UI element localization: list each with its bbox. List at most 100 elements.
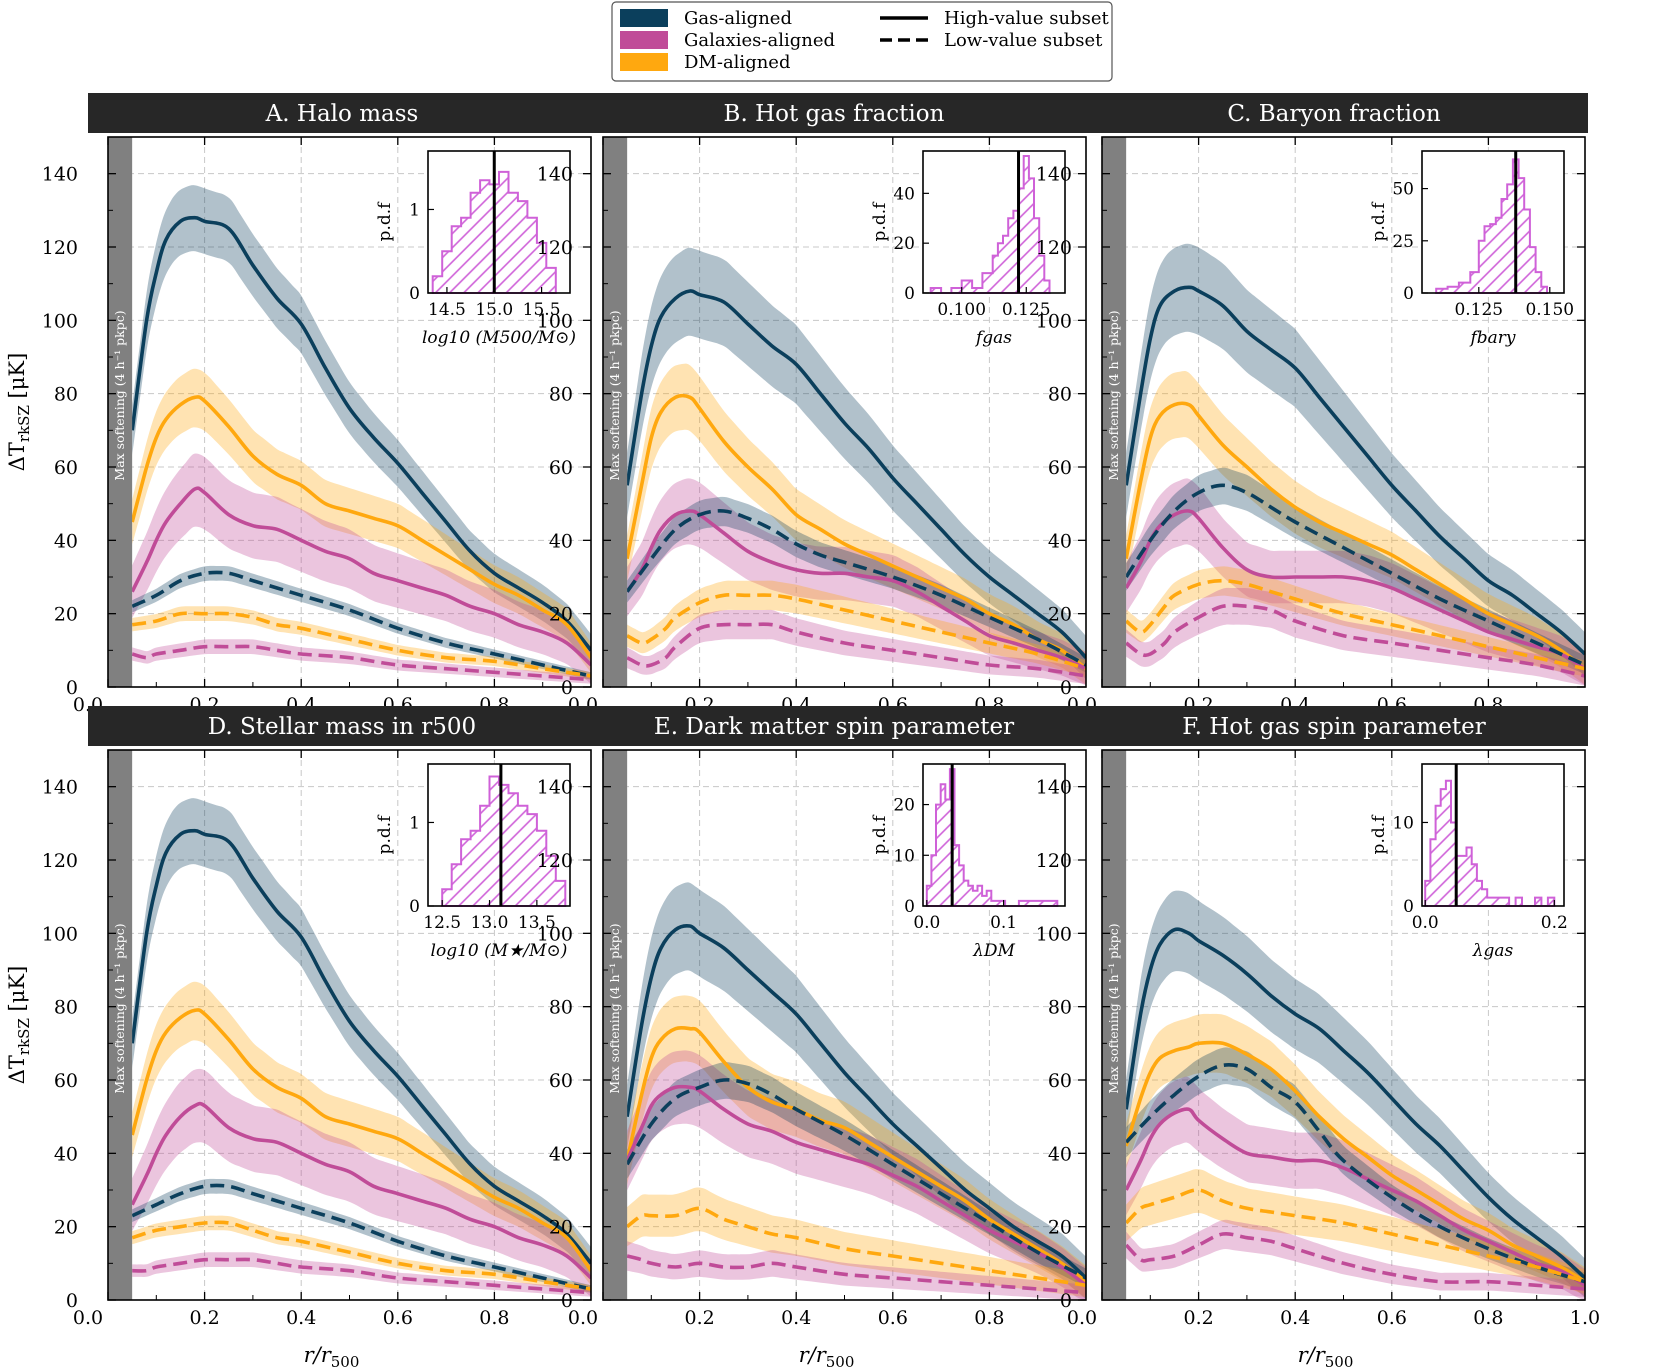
series-line bbox=[625, 509, 1086, 671]
y-tick-label: 0 bbox=[66, 677, 78, 699]
inset-y-label: p.d.f bbox=[870, 201, 890, 242]
series-line bbox=[130, 215, 591, 652]
x-tick-label: 0.2 bbox=[684, 1307, 714, 1329]
x-axis-label: r/r500 bbox=[1298, 1343, 1354, 1371]
y-tick-label: 120 bbox=[1036, 850, 1072, 872]
y-tick-label: 140 bbox=[537, 777, 573, 799]
y-tick-label: 80 bbox=[549, 997, 573, 1019]
x-axis-label-sub: 500 bbox=[1325, 1353, 1354, 1371]
series-line bbox=[1124, 285, 1585, 656]
y-tick-label: 120 bbox=[537, 237, 573, 259]
inset-x-tick-label: 0.125 bbox=[1454, 300, 1503, 320]
inset-histogram: 14.5 15.0 15.5 0 1 p.d.f log10 (M500/M⊙) bbox=[375, 150, 576, 348]
x-tick-label: 0.0 bbox=[568, 1307, 598, 1329]
series-line bbox=[1124, 1063, 1585, 1284]
plot-area bbox=[130, 185, 591, 684]
series-line bbox=[626, 622, 1086, 678]
series-line bbox=[130, 486, 591, 667]
x-tick-label: 0.2 bbox=[1183, 1307, 1213, 1329]
series-line bbox=[131, 1183, 591, 1291]
y-tick-label: 100 bbox=[42, 310, 78, 332]
y-axis-label-main: ΔT bbox=[5, 442, 29, 471]
grid bbox=[603, 137, 1086, 687]
series-line bbox=[1125, 603, 1585, 678]
inset-x-label: fbary bbox=[1468, 328, 1515, 348]
panel-C: C. Baryon fraction Max softening (4 h⁻¹ p… bbox=[1036, 93, 1588, 716]
inset-x-tick-label: 15.5 bbox=[523, 300, 561, 320]
inset-bars bbox=[441, 775, 567, 907]
series-line bbox=[625, 924, 1086, 1280]
y-tick-label: 100 bbox=[537, 923, 573, 945]
panel-F: F. Hot gas spin parameter Max softening (… bbox=[1036, 706, 1600, 1371]
legend-label-high: High-value subset bbox=[944, 8, 1110, 29]
panel-A: A. Halo mass Max softening (4 h⁻¹ pkpc) 0 2… bbox=[5, 93, 596, 716]
inset-y-tick-label: 40 bbox=[893, 184, 915, 204]
plot-area bbox=[625, 882, 1086, 1300]
y-tick-label: 60 bbox=[1048, 1070, 1072, 1092]
legend-swatch-galaxies bbox=[620, 31, 668, 49]
series-line bbox=[625, 289, 1086, 659]
series-line bbox=[1124, 1188, 1585, 1284]
series-band bbox=[627, 609, 1086, 684]
inset-x-tick-label: 0.100 bbox=[937, 300, 986, 320]
y-tick-label: 80 bbox=[1048, 384, 1072, 406]
series-line bbox=[130, 1101, 591, 1280]
series-line bbox=[1124, 1231, 1585, 1291]
x-tick-label: 0.4 bbox=[1280, 1307, 1310, 1329]
y-tick-label: 40 bbox=[1048, 530, 1072, 552]
x-tick-label: 0.8 bbox=[1473, 1307, 1503, 1329]
series-band bbox=[1126, 566, 1585, 677]
inset-frame bbox=[1421, 150, 1565, 294]
y-tick-label: 120 bbox=[537, 850, 573, 872]
y-tick-label: 20 bbox=[1048, 604, 1072, 626]
panel-title-bar bbox=[88, 706, 596, 746]
inset-y-tick-label: 0 bbox=[409, 284, 420, 304]
softening-label: Max softening (4 h⁻¹ pkpc) bbox=[112, 310, 127, 480]
inset-y-tick-label: 1 bbox=[409, 813, 420, 833]
y-tick-label: 140 bbox=[42, 164, 78, 186]
series-band bbox=[132, 981, 591, 1286]
x-tick-label: 0.6 bbox=[878, 1307, 908, 1329]
series-band bbox=[627, 1062, 1086, 1288]
y-tick-label: 80 bbox=[54, 384, 78, 406]
x-axis-label-main: r/r bbox=[304, 1343, 333, 1367]
inset-x-tick-label: 0.150 bbox=[1525, 300, 1574, 320]
panel-title-bar bbox=[88, 93, 596, 133]
softening-label: Max softening (4 h⁻¹ pkpc) bbox=[112, 923, 127, 1093]
inset-y-tick-label: 0 bbox=[1403, 284, 1414, 304]
grid bbox=[1102, 137, 1585, 687]
y-tick-label: 140 bbox=[42, 777, 78, 799]
panel-title: C. Baryon fraction bbox=[1227, 101, 1441, 127]
y-tick-label: 80 bbox=[54, 997, 78, 1019]
y-axis-label-sub: rkSZ bbox=[15, 1018, 33, 1055]
legend-label-galaxies: Galaxies-aligned bbox=[684, 30, 835, 51]
series-line bbox=[1124, 927, 1585, 1280]
series-line bbox=[131, 570, 591, 678]
y-axis-label: ΔTrkSZ [μK] bbox=[5, 353, 33, 472]
x-axis-label-main: r/r bbox=[799, 1343, 828, 1367]
softening-band bbox=[108, 750, 133, 1300]
y-tick-label: 120 bbox=[42, 850, 78, 872]
inset-frame bbox=[427, 763, 571, 907]
series-band bbox=[1126, 371, 1585, 685]
y-tick-label: 40 bbox=[1048, 1143, 1072, 1165]
y-tick-label: 60 bbox=[549, 457, 573, 479]
y-tick-label: 120 bbox=[1036, 237, 1072, 259]
softening-band bbox=[1102, 137, 1127, 687]
panel-title: E. Dark matter spin parameter bbox=[654, 714, 1014, 740]
inset-x-tick-label: 0.125 bbox=[1002, 300, 1051, 320]
inset-x-tick-label: 14.5 bbox=[428, 300, 466, 320]
series-line bbox=[626, 1254, 1086, 1295]
inset-x-tick-label: 12.5 bbox=[423, 913, 461, 933]
x-axis-label-sub: 500 bbox=[826, 1353, 855, 1371]
y-tick-label: 0 bbox=[66, 1290, 78, 1312]
inset-y-tick-label: 50 bbox=[1392, 180, 1414, 200]
legend-label-gas: Gas-aligned bbox=[684, 8, 792, 29]
softening-band bbox=[108, 137, 133, 687]
series-band bbox=[1126, 243, 1585, 676]
legend-swatch-dm bbox=[620, 53, 668, 71]
y-tick-label: 80 bbox=[549, 384, 573, 406]
y-tick-label: 0 bbox=[1060, 677, 1072, 699]
inset-y-tick-label: 25 bbox=[1392, 232, 1414, 252]
inset-frame bbox=[427, 150, 571, 294]
